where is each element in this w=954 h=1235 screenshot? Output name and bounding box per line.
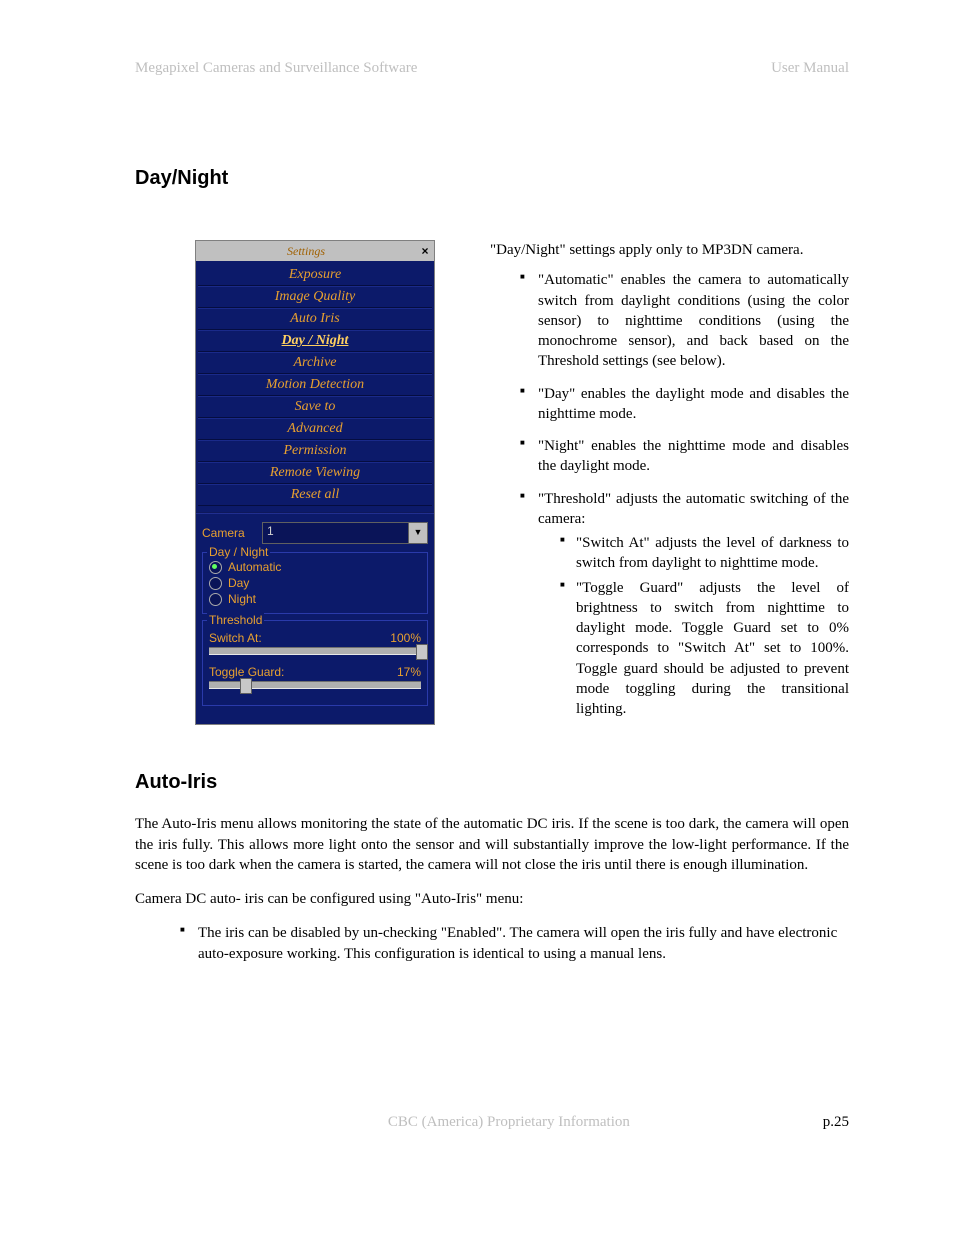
menu-advanced[interactable]: Advanced <box>198 418 432 440</box>
chevron-down-icon: ▼ <box>408 523 427 543</box>
switch-at-slider[interactable] <box>209 647 421 655</box>
menu-motion-detection[interactable]: Motion Detection <box>198 374 432 396</box>
radio-night-label: Night <box>228 592 256 606</box>
auto-iris-p1: The Auto-Iris menu allows monitoring the… <box>135 814 849 875</box>
switch-at-row: Switch At: 100% <box>209 631 421 655</box>
footer-center: CBC (America) Proprietary Information <box>195 1114 823 1131</box>
settings-menu: Exposure Image Quality Auto Iris Day / N… <box>196 261 434 510</box>
toggle-guard-value: 17% <box>397 665 421 679</box>
toggle-guard-label: Toggle Guard: <box>209 665 284 679</box>
radio-night[interactable]: Night <box>209 591 421 607</box>
footer-page-number: p.25 <box>823 1114 849 1131</box>
radio-automatic-label: Automatic <box>228 560 281 574</box>
close-icon[interactable]: × <box>416 244 434 258</box>
switch-at-label: Switch At: <box>209 631 262 645</box>
bullet-threshold: "Threshold" adjusts the automatic switch… <box>520 489 849 720</box>
radio-automatic[interactable]: Automatic <box>209 559 421 575</box>
panel-divider <box>196 512 434 514</box>
radio-icon <box>209 577 222 590</box>
camera-dropdown[interactable]: 1 ▼ <box>262 522 428 544</box>
threshold-fieldset: Threshold Switch At: 100% Toggle Guard: <box>202 620 428 706</box>
header-right: User Manual <box>771 60 849 77</box>
menu-day-night[interactable]: Day / Night <box>198 330 432 352</box>
panel-title: Settings <box>196 244 416 259</box>
toggle-guard-slider[interactable] <box>209 681 421 689</box>
bullet-switch-at: "Switch At" adjusts the level of darknes… <box>560 533 849 574</box>
slider-thumb[interactable] <box>240 678 252 694</box>
switch-at-value: 100% <box>390 631 421 645</box>
menu-archive[interactable]: Archive <box>198 352 432 374</box>
page-header: Megapixel Cameras and Surveillance Softw… <box>135 60 849 77</box>
radio-icon <box>209 593 222 606</box>
radio-day[interactable]: Day <box>209 575 421 591</box>
bullet-toggle-guard: "Toggle Guard" adjusts the level of brig… <box>560 578 849 720</box>
toggle-guard-row: Toggle Guard: 17% <box>209 665 421 689</box>
bullet-automatic: "Automatic" enables the camera to automa… <box>520 270 849 371</box>
camera-selector-row: Camera 1 ▼ <box>202 522 428 544</box>
radio-icon <box>209 561 222 574</box>
menu-reset-all[interactable]: Reset all <box>198 484 432 506</box>
intro-text: "Day/Night" settings apply only to MP3DN… <box>490 240 849 260</box>
settings-panel: Settings × Exposure Image Quality Auto I… <box>195 240 435 725</box>
radio-day-label: Day <box>228 576 249 590</box>
camera-dropdown-value: 1 <box>263 523 408 543</box>
page-footer: CBC (America) Proprietary Information p.… <box>135 1114 849 1131</box>
menu-save-to[interactable]: Save to <box>198 396 432 418</box>
menu-image-quality[interactable]: Image Quality <box>198 286 432 308</box>
auto-iris-bullet-enabled: The iris can be disabled by un-checking … <box>180 923 849 964</box>
menu-exposure[interactable]: Exposure <box>198 265 432 286</box>
menu-remote-viewing[interactable]: Remote Viewing <box>198 462 432 484</box>
camera-label: Camera <box>202 526 254 540</box>
day-night-legend: Day / Night <box>207 545 270 559</box>
menu-auto-iris[interactable]: Auto Iris <box>198 308 432 330</box>
auto-iris-p2: Camera DC auto- iris can be configured u… <box>135 889 849 909</box>
threshold-legend: Threshold <box>207 613 264 627</box>
section-day-night-title: Day/Night <box>135 167 849 190</box>
day-night-fieldset: Day / Night Automatic Day Night <box>202 552 428 614</box>
section-auto-iris-title: Auto-Iris <box>135 771 849 794</box>
slider-thumb[interactable] <box>416 644 428 660</box>
menu-permission[interactable]: Permission <box>198 440 432 462</box>
bullet-day: "Day" enables the daylight mode and disa… <box>520 384 849 425</box>
header-left: Megapixel Cameras and Surveillance Softw… <box>135 60 417 77</box>
day-night-text: "Day/Night" settings apply only to MP3DN… <box>490 240 849 731</box>
panel-titlebar: Settings × <box>196 241 434 261</box>
bullet-night: "Night" enables the nighttime mode and d… <box>520 436 849 477</box>
